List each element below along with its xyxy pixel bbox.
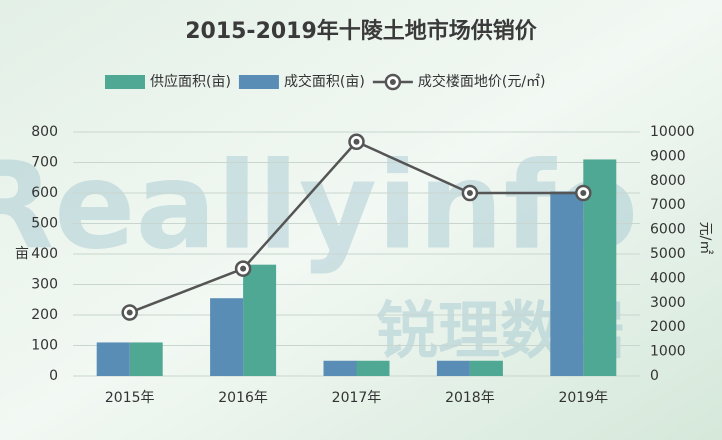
y2-tick-label: 7000: [650, 197, 686, 213]
bar: [96, 342, 130, 376]
bar: [129, 342, 163, 376]
line-marker-dot: [466, 190, 473, 196]
y-tick-label: 200: [31, 307, 58, 323]
y2-tick-label: 1000: [650, 344, 686, 360]
y2-tick-label: 6000: [650, 222, 686, 238]
y2-axis-title: 元/㎡: [697, 222, 713, 255]
y-tick-label: 100: [31, 338, 58, 354]
y2-tick-label: 3000: [650, 295, 686, 311]
y-tick-label: 700: [31, 155, 58, 171]
x-tick-label: 2017年: [332, 390, 382, 406]
line-marker-dot: [580, 190, 587, 196]
line-marker-dot: [353, 138, 360, 145]
legend-label: 成交楼面地价(元/㎡): [418, 73, 546, 90]
bar: [323, 360, 357, 376]
y2-tick-label: 4000: [650, 270, 686, 286]
legend-label: 供应面积(亩): [150, 73, 231, 90]
line-marker-dot: [240, 265, 247, 272]
legend-swatch: [238, 75, 279, 89]
bar: [243, 264, 277, 376]
line-marker-dot: [126, 309, 133, 316]
bar: [356, 360, 390, 376]
bar: [436, 360, 470, 376]
chart-title: 2015-2019年十陵土地市场供销价: [185, 18, 538, 44]
legend-swatch: [389, 79, 396, 85]
legend-label: 成交面积(亩): [284, 73, 365, 90]
y-tick-label: 500: [31, 216, 58, 232]
x-tick-label: 2016年: [218, 390, 268, 406]
y-tick-label: 600: [31, 185, 58, 201]
x-tick-label: 2018年: [445, 390, 495, 406]
y2-tick-label: 10000: [650, 124, 695, 140]
y-tick-label: 800: [31, 124, 58, 140]
y2-tick-label: 0: [650, 368, 659, 384]
y-tick-label: 400: [31, 246, 58, 262]
y-axis-title: 亩: [15, 245, 29, 262]
y2-tick-label: 5000: [650, 246, 686, 262]
bar: [469, 360, 503, 376]
y2-tick-label: 8000: [650, 173, 686, 189]
y-tick-label: 0: [49, 368, 58, 384]
x-tick-label: 2019年: [558, 390, 608, 406]
y2-tick-label: 9000: [650, 148, 686, 164]
y-tick-label: 300: [31, 277, 58, 293]
bar: [550, 191, 584, 376]
x-tick-label: 2015年: [105, 390, 155, 406]
legend-swatch: [105, 75, 145, 89]
watermark: Reallyinfo: [0, 138, 638, 277]
bar: [210, 298, 244, 376]
y2-tick-label: 2000: [650, 319, 686, 335]
